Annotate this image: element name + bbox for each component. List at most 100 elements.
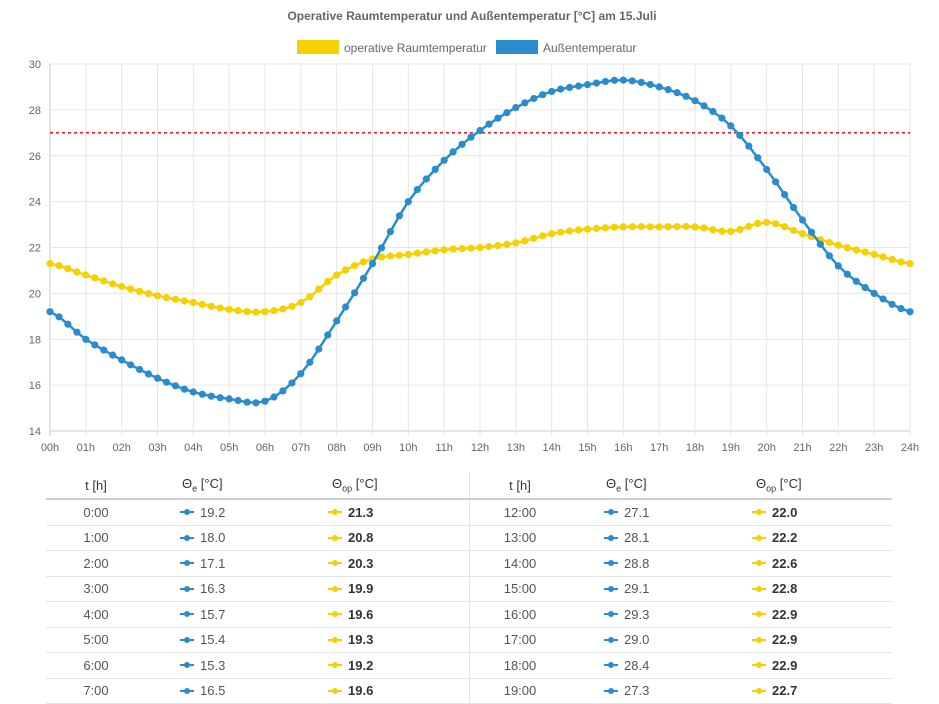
- data-point[interactable]: [127, 285, 135, 293]
- data-point[interactable]: [458, 140, 466, 148]
- data-point[interactable]: [198, 300, 206, 308]
- data-point[interactable]: [906, 308, 914, 316]
- data-point[interactable]: [583, 225, 592, 233]
- data-point[interactable]: [745, 142, 753, 150]
- data-point[interactable]: [225, 305, 233, 313]
- data-point[interactable]: [324, 331, 332, 339]
- data-point[interactable]: [288, 379, 296, 387]
- data-point[interactable]: [55, 262, 63, 270]
- data-point[interactable]: [825, 238, 834, 247]
- legend[interactable]: operative Raumtemperatur Außentemperatur: [297, 40, 636, 55]
- data-point[interactable]: [646, 223, 654, 231]
- data-point[interactable]: [207, 392, 215, 400]
- data-point[interactable]: [574, 226, 583, 234]
- data-point[interactable]: [592, 79, 601, 87]
- data-point[interactable]: [243, 398, 251, 406]
- data-point[interactable]: [189, 298, 197, 307]
- data-point[interactable]: [530, 94, 538, 103]
- data-point[interactable]: [180, 385, 188, 393]
- data-point[interactable]: [673, 223, 681, 231]
- data-point[interactable]: [171, 382, 179, 390]
- data-point[interactable]: [395, 251, 403, 259]
- data-point[interactable]: [718, 227, 726, 235]
- data-point[interactable]: [82, 335, 90, 343]
- data-point[interactable]: [879, 253, 887, 261]
- data-point[interactable]: [736, 226, 744, 234]
- data-point[interactable]: [503, 240, 511, 248]
- data-point[interactable]: [700, 224, 708, 232]
- data-point[interactable]: [494, 114, 502, 122]
- data-point[interactable]: [449, 148, 457, 156]
- data-point[interactable]: [709, 107, 717, 116]
- data-point[interactable]: [530, 234, 538, 242]
- data-point[interactable]: [583, 81, 592, 89]
- data-point[interactable]: [270, 393, 278, 401]
- data-point[interactable]: [637, 223, 645, 231]
- data-point[interactable]: [252, 308, 260, 316]
- data-point[interactable]: [315, 285, 323, 293]
- data-point[interactable]: [413, 249, 421, 257]
- data-point[interactable]: [781, 191, 789, 199]
- data-point[interactable]: [109, 280, 117, 288]
- data-point[interactable]: [700, 102, 708, 110]
- data-point[interactable]: [843, 270, 851, 278]
- data-point[interactable]: [153, 292, 162, 300]
- data-point[interactable]: [763, 165, 771, 174]
- data-point[interactable]: [324, 277, 332, 286]
- data-point[interactable]: [557, 228, 565, 236]
- data-point[interactable]: [798, 216, 807, 224]
- data-point[interactable]: [180, 297, 188, 305]
- data-point[interactable]: [574, 82, 583, 90]
- data-point[interactable]: [879, 295, 887, 303]
- data-point[interactable]: [736, 131, 744, 139]
- data-point[interactable]: [234, 307, 242, 315]
- data-point[interactable]: [763, 218, 771, 226]
- data-point[interactable]: [476, 126, 484, 135]
- data-point[interactable]: [781, 223, 789, 231]
- data-point[interactable]: [91, 341, 99, 349]
- data-point[interactable]: [610, 223, 619, 231]
- data-point[interactable]: [306, 358, 314, 366]
- data-point[interactable]: [279, 387, 287, 395]
- data-point[interactable]: [377, 253, 386, 261]
- data-point[interactable]: [449, 245, 457, 253]
- data-point[interactable]: [422, 248, 430, 256]
- data-point[interactable]: [682, 222, 690, 231]
- data-point[interactable]: [118, 356, 126, 364]
- data-point[interactable]: [727, 227, 735, 235]
- data-point[interactable]: [646, 80, 654, 89]
- data-point[interactable]: [789, 226, 798, 234]
- data-point[interactable]: [610, 76, 619, 84]
- data-point[interactable]: [539, 232, 547, 240]
- data-point[interactable]: [73, 268, 81, 276]
- data-point[interactable]: [225, 395, 233, 403]
- data-point[interactable]: [494, 242, 502, 250]
- data-point[interactable]: [512, 239, 520, 247]
- data-point[interactable]: [55, 313, 63, 321]
- data-point[interactable]: [431, 247, 439, 255]
- data-point[interactable]: [727, 122, 735, 130]
- data-point[interactable]: [261, 308, 269, 316]
- data-point[interactable]: [834, 262, 842, 270]
- data-point[interactable]: [386, 252, 394, 260]
- data-point[interactable]: [601, 77, 610, 86]
- data-point[interactable]: [861, 284, 869, 292]
- data-point[interactable]: [252, 399, 260, 407]
- data-point[interactable]: [870, 289, 878, 297]
- data-point[interactable]: [709, 226, 717, 234]
- data-point[interactable]: [82, 271, 90, 279]
- data-point[interactable]: [906, 260, 914, 268]
- data-point[interactable]: [118, 282, 126, 291]
- data-point[interactable]: [539, 91, 547, 99]
- data-point[interactable]: [503, 109, 511, 117]
- data-point[interactable]: [566, 83, 574, 91]
- data-point[interactable]: [368, 260, 377, 268]
- data-point[interactable]: [431, 165, 439, 173]
- data-point[interactable]: [333, 317, 341, 325]
- data-point[interactable]: [655, 223, 663, 231]
- data-point[interactable]: [342, 303, 350, 311]
- data-point[interactable]: [46, 308, 54, 316]
- data-point[interactable]: [333, 271, 341, 279]
- data-point[interactable]: [521, 237, 529, 245]
- data-point[interactable]: [825, 252, 834, 260]
